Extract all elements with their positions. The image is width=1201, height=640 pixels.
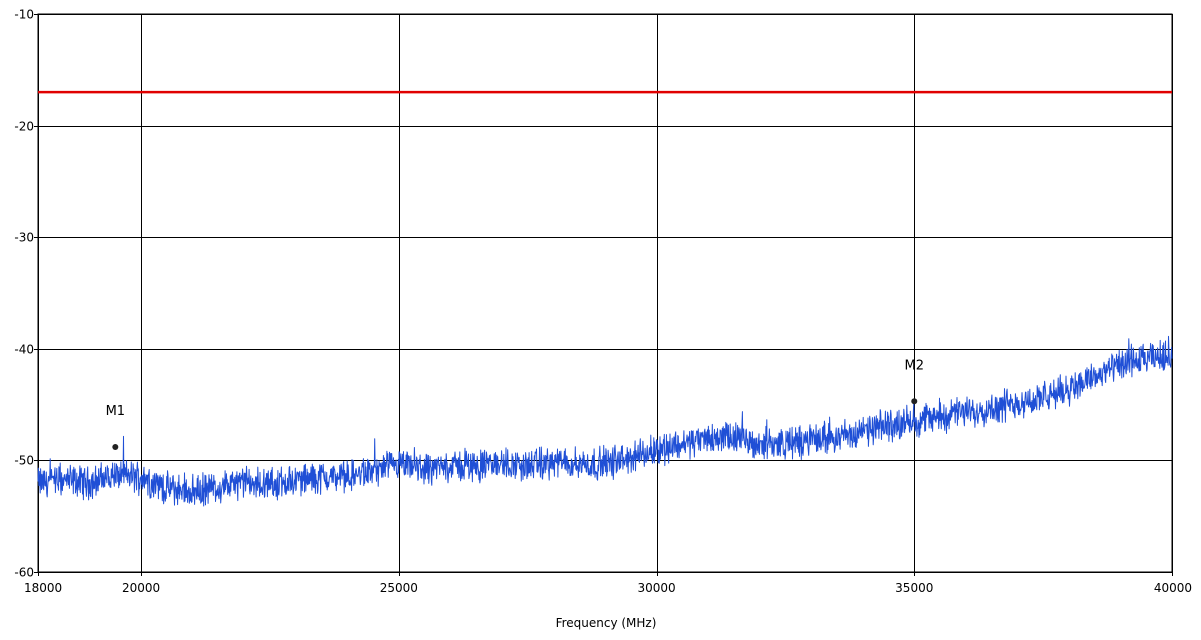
marker-point [112, 444, 119, 451]
y-tick-label: -10 [14, 8, 34, 22]
grid [37, 13, 1173, 573]
y-tick-label: -40 [14, 343, 34, 357]
marker-label: M2 [905, 358, 925, 373]
y-tick-label: -30 [14, 231, 34, 245]
x-tick-label: 35000 [895, 581, 933, 595]
y-tick-label: -60 [14, 566, 34, 580]
x-tick-label: 30000 [637, 581, 675, 595]
y-tick-label: -50 [14, 454, 34, 468]
x-tick-label: 20000 [122, 581, 160, 595]
x-tick-label: 18000 [24, 581, 62, 595]
plot-area: M1 M2 [37, 90, 1173, 507]
x-tick-label: 40000 [1154, 581, 1192, 595]
marker-point [911, 398, 918, 405]
marker-label: M1 [106, 404, 126, 419]
spectrum-trace [37, 335, 1173, 507]
x-axis-title: Frequency (MHz) [556, 616, 657, 630]
y-tick-label: -20 [14, 120, 34, 134]
x-tick-label: 25000 [380, 581, 418, 595]
